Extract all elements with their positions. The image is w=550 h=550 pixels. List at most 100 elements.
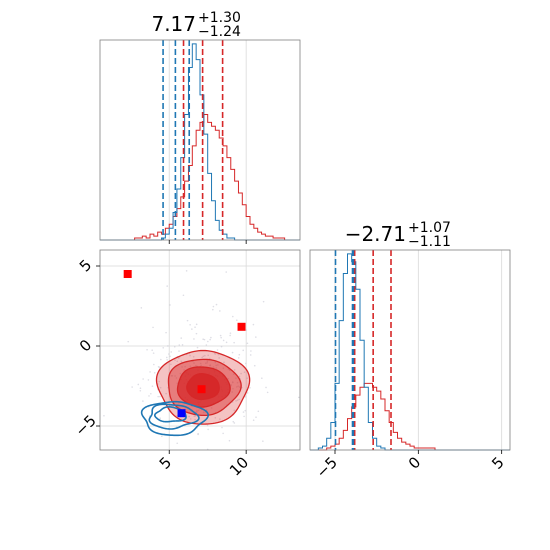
sample-point [244,409,247,412]
sample-point [206,362,208,364]
y-param-title-lower-error: −1.11 [408,234,451,250]
sample-point [209,338,211,341]
sample-point [220,336,222,339]
sample-point [232,420,235,423]
sample-point [204,362,207,365]
x-param-title-lower-error: −1.24 [198,24,241,40]
sample-point [178,344,181,346]
sample-point [189,354,191,357]
sample-point [222,432,224,435]
sample-point [157,395,159,398]
sample-point [166,358,168,361]
sample-point [165,356,168,359]
sample-point [174,375,176,377]
sample-point [220,345,223,348]
sample-point [249,354,252,356]
sample-point [169,304,171,306]
sample-point [194,326,196,328]
sample-point [229,334,231,337]
sample-point [218,357,220,359]
sample-point [159,386,162,389]
sample-point [212,308,214,311]
sample-point [210,407,213,409]
blue-density-contour-2 [153,406,187,423]
sample-point [166,285,169,287]
sample-point [162,347,165,349]
sample-point [165,331,167,334]
sample-point [219,310,221,312]
sample-point [140,307,143,309]
sample-point [262,440,264,442]
sample-point [252,419,255,422]
sample-point [242,349,245,352]
sample-point [238,353,241,356]
sample-point [235,377,237,379]
sample-point [230,384,232,387]
sample-point [221,426,223,429]
sample-point [176,360,179,363]
sample-point [219,334,222,337]
sample-point [152,326,154,329]
sample-point [195,364,197,367]
sample-point [266,391,269,394]
blue-density-contour-0 [140,400,209,437]
sample-point [181,344,184,346]
sample-point [238,375,241,378]
sample-point [196,409,198,412]
sample-point [197,432,199,435]
sample-point [177,357,180,360]
sample-point [173,346,176,348]
sample-point [253,364,256,367]
x-param-marginal-panel [99,39,301,244]
sample-point [227,377,230,380]
sample-point [250,350,252,352]
joint-frame [99,249,301,451]
sample-point [233,422,236,424]
y-param-marginal-panel: −5 0 5 [309,249,511,482]
sample-point [232,387,234,390]
sample-point [215,303,218,306]
sample-point [206,424,209,427]
x-param-frame [99,39,301,241]
sample-point [204,354,206,357]
sample-point [236,381,239,384]
sample-point [151,385,154,387]
sample-point [183,369,185,371]
sample-point [196,410,198,413]
sample-point [195,332,198,335]
sample-point [214,352,216,355]
sample-point [179,372,182,375]
sample-point [180,337,183,339]
sample-point [219,418,221,420]
sample-point [231,391,233,393]
joint-plot-area [103,270,300,450]
sample-point [252,323,255,326]
sample-point [195,323,198,326]
sample-point [236,399,239,401]
sample-point [175,377,178,379]
sample-point [160,435,163,438]
sample-point [235,400,237,402]
sample-point [147,379,150,381]
sample-point [193,362,195,364]
sample-point [200,364,202,367]
sample-point [223,361,225,364]
red-marker-1 [237,322,246,331]
sample-point [185,270,188,272]
sample-point [153,363,155,366]
sample-point [178,350,180,352]
sample-point [197,409,200,412]
sample-point [194,415,196,417]
x-param-title-upper-error: +1.30 [198,10,241,26]
panel-titles: 7.17 +1.30−1.24 −2.71 +1.07−1.11 [151,10,450,250]
joint-x-tick-label-0: 5 [156,453,175,472]
sample-point [214,361,217,364]
sample-point [235,386,238,388]
sample-point [139,387,142,390]
sample-point [298,396,300,399]
sample-point [249,386,251,389]
sample-point [167,345,169,347]
sample-point [193,338,195,340]
y-param-tick-label-2: 5 [488,453,507,472]
sample-point [237,357,240,359]
